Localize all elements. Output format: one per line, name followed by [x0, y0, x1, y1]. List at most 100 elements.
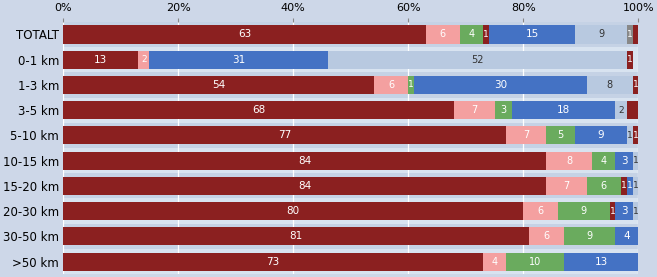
Bar [63, 101, 455, 119]
Bar [633, 152, 639, 170]
Text: 10: 10 [529, 257, 541, 266]
Text: 8: 8 [566, 156, 572, 166]
Text: 80: 80 [286, 206, 300, 216]
Text: 81: 81 [290, 231, 303, 241]
Bar [633, 76, 639, 94]
Bar [455, 101, 495, 119]
Bar [63, 199, 639, 224]
Text: 1: 1 [633, 207, 639, 216]
Text: 1: 1 [627, 30, 633, 39]
Bar [506, 126, 547, 145]
Text: 5: 5 [558, 130, 564, 140]
Bar [150, 51, 328, 69]
Bar [483, 25, 489, 43]
Text: 1: 1 [621, 181, 627, 190]
Bar [408, 76, 414, 94]
Text: 1: 1 [610, 207, 616, 216]
Bar [63, 202, 524, 220]
Text: 1: 1 [627, 181, 633, 190]
Text: 73: 73 [267, 257, 280, 266]
Text: 13: 13 [94, 55, 107, 65]
Text: 1: 1 [633, 80, 639, 89]
Bar [593, 152, 616, 170]
Text: 4: 4 [491, 257, 497, 266]
Text: 3: 3 [500, 105, 507, 115]
Text: 7: 7 [564, 181, 570, 191]
Text: 8: 8 [606, 80, 613, 90]
Bar [63, 76, 374, 94]
Bar [558, 202, 610, 220]
Bar [575, 126, 627, 145]
Bar [587, 76, 633, 94]
Bar [63, 72, 639, 98]
Text: 52: 52 [471, 55, 484, 65]
Bar [63, 177, 547, 195]
Text: 4: 4 [468, 29, 474, 39]
Text: 6: 6 [601, 181, 607, 191]
Text: 84: 84 [298, 156, 311, 166]
Text: 2: 2 [141, 55, 147, 64]
Bar [564, 253, 639, 271]
Text: 9: 9 [598, 29, 604, 39]
Bar [63, 148, 639, 173]
Text: 9: 9 [587, 231, 593, 241]
Bar [621, 177, 627, 195]
Bar [374, 76, 408, 94]
Bar [63, 47, 639, 72]
Bar [616, 202, 633, 220]
Text: 4: 4 [623, 231, 630, 241]
Bar [63, 98, 639, 123]
Bar [547, 177, 587, 195]
Bar [138, 51, 150, 69]
Bar [63, 51, 138, 69]
Bar [633, 177, 639, 195]
Bar [633, 25, 639, 43]
Text: 77: 77 [278, 130, 291, 140]
Text: 1: 1 [627, 131, 633, 140]
Text: 30: 30 [494, 80, 507, 90]
Bar [529, 227, 564, 245]
Bar [63, 126, 506, 145]
Text: 15: 15 [526, 29, 539, 39]
Bar [610, 202, 616, 220]
Bar [547, 126, 575, 145]
Text: 1: 1 [633, 131, 639, 140]
Text: 31: 31 [232, 55, 245, 65]
Bar [63, 173, 639, 199]
Bar [460, 25, 483, 43]
Bar [63, 227, 529, 245]
Bar [63, 25, 426, 43]
Text: 13: 13 [595, 257, 608, 266]
Bar [627, 126, 633, 145]
Bar [627, 101, 639, 119]
Text: 9: 9 [581, 206, 587, 216]
Bar [627, 177, 633, 195]
Text: 1: 1 [633, 181, 639, 190]
Text: 18: 18 [557, 105, 570, 115]
Bar [524, 202, 558, 220]
Bar [575, 25, 627, 43]
Bar [564, 227, 616, 245]
Text: 3: 3 [621, 156, 627, 166]
Bar [63, 123, 639, 148]
Text: 3: 3 [621, 206, 627, 216]
Text: 1: 1 [627, 55, 633, 64]
Bar [414, 76, 587, 94]
Bar [63, 22, 639, 47]
Bar [616, 227, 639, 245]
Bar [506, 253, 564, 271]
Bar [328, 51, 627, 69]
Text: 6: 6 [388, 80, 394, 90]
Text: 6: 6 [543, 231, 549, 241]
Text: 7: 7 [523, 130, 530, 140]
Bar [633, 202, 639, 220]
Text: 84: 84 [298, 181, 311, 191]
Bar [627, 25, 633, 43]
Bar [616, 101, 627, 119]
Bar [495, 101, 512, 119]
Bar [587, 177, 621, 195]
Bar [489, 25, 575, 43]
Text: 4: 4 [601, 156, 607, 166]
Bar [512, 101, 616, 119]
Bar [616, 152, 633, 170]
